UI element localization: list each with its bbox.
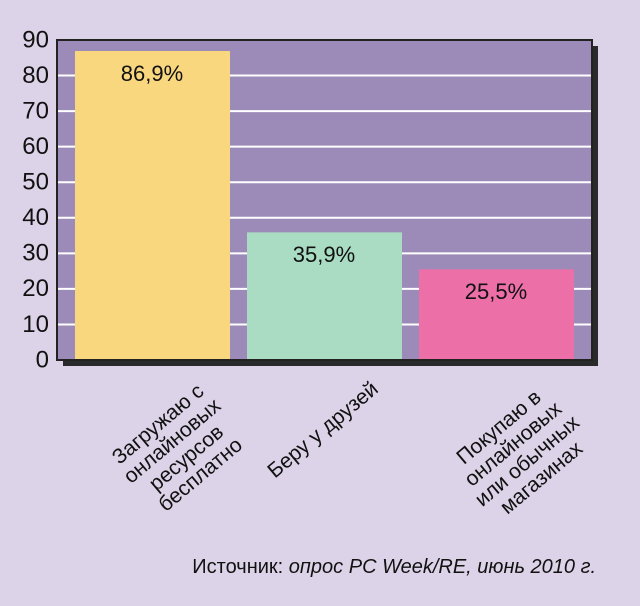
value-label: 35,9% (293, 242, 355, 267)
y-tick-label: 40 (22, 204, 49, 231)
y-tick-label: 10 (22, 311, 49, 338)
y-tick-label: 30 (22, 240, 49, 267)
value-label: 86,9% (121, 61, 183, 86)
y-tick-label: 50 (22, 169, 49, 196)
y-tick-label: 70 (22, 97, 49, 124)
y-tick-label: 20 (22, 275, 49, 302)
plot-border (56, 39, 593, 361)
y-tick-label: 60 (22, 133, 49, 160)
source-label: Источник: (192, 556, 284, 578)
y-tick-label: 80 (22, 62, 49, 89)
source-note: Источник: опрос PC Week/RE, июнь 2010 г. (0, 556, 596, 579)
source-text: опрос PC Week/RE, июнь 2010 г. (288, 556, 596, 578)
y-tick-label: 0 (36, 346, 49, 373)
bar (419, 269, 574, 360)
bar (75, 51, 230, 361)
y-tick-label: 90 (22, 26, 49, 53)
value-label: 25,5% (465, 279, 527, 304)
bar (247, 232, 402, 360)
